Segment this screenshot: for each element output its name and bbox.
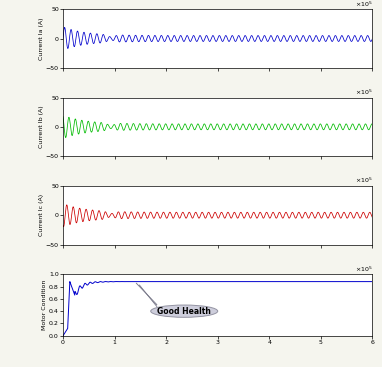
- Text: $\times 10^5$: $\times 10^5$: [355, 264, 372, 274]
- Ellipse shape: [151, 305, 218, 317]
- Y-axis label: Current Ib (A): Current Ib (A): [39, 106, 44, 148]
- Text: Good Health: Good Health: [157, 307, 211, 316]
- Y-axis label: Current Ic (A): Current Ic (A): [39, 194, 44, 236]
- Y-axis label: Motor Condition: Motor Condition: [42, 280, 47, 330]
- Y-axis label: Current Ia (A): Current Ia (A): [39, 17, 44, 60]
- Text: $\times 10^5$: $\times 10^5$: [355, 88, 372, 97]
- Text: $\times 10^5$: $\times 10^5$: [355, 0, 372, 8]
- Text: $\times 10^5$: $\times 10^5$: [355, 176, 372, 185]
